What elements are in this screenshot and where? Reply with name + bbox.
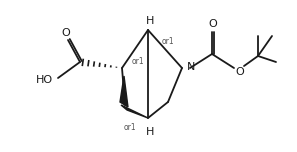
Text: O: O — [61, 28, 70, 38]
Text: HO: HO — [36, 75, 53, 85]
Text: or1: or1 — [124, 123, 136, 133]
Text: O: O — [236, 67, 244, 77]
Text: H: H — [146, 127, 154, 137]
Text: O: O — [208, 19, 217, 29]
Polygon shape — [120, 76, 128, 107]
Polygon shape — [121, 105, 148, 118]
Text: N: N — [187, 62, 195, 72]
Text: or1: or1 — [132, 57, 144, 67]
Text: H: H — [146, 16, 154, 26]
Text: or1: or1 — [162, 38, 174, 47]
